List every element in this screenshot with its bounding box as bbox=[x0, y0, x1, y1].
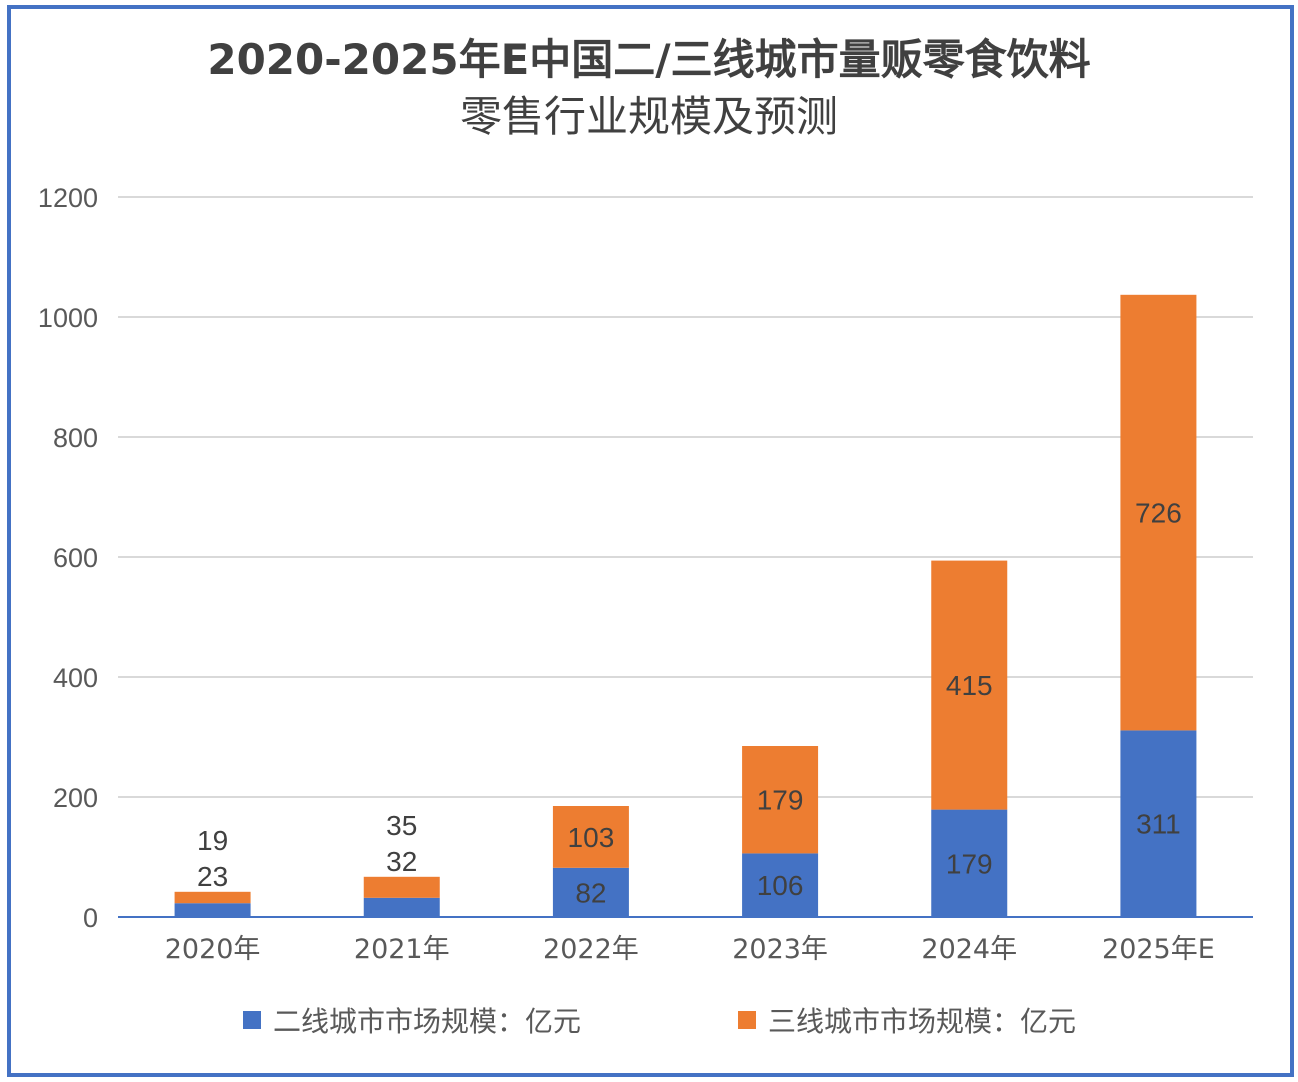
data-label: 311 bbox=[1136, 809, 1181, 840]
bar-tier3 bbox=[742, 746, 819, 854]
y-tick-label: 0 bbox=[83, 903, 98, 933]
data-label: 23 bbox=[197, 861, 228, 892]
legend-swatch-blue bbox=[243, 1011, 261, 1029]
y-tick-label: 1200 bbox=[38, 183, 98, 213]
legend-label: 二线城市市场规模：亿元 bbox=[273, 1005, 582, 1038]
x-tick-label: 2025年E bbox=[1102, 934, 1215, 965]
x-tick-label: 2024年 bbox=[921, 934, 1017, 965]
legend-label: 三线城市市场规模：亿元 bbox=[768, 1005, 1077, 1038]
bar-tier2 bbox=[552, 867, 629, 917]
chart-title-line-1: 2020-2025年E中国二/三线城市量贩零食饮料 bbox=[207, 35, 1091, 84]
y-tick-label: 200 bbox=[53, 783, 98, 813]
bar-tier2 bbox=[363, 897, 440, 917]
chart-title-line-2: 零售行业规模及预测 bbox=[459, 92, 838, 141]
x-tick-label: 2023年 bbox=[732, 934, 828, 965]
x-tick-label: 2021年 bbox=[354, 934, 450, 965]
x-tick-label: 2022年 bbox=[543, 934, 639, 965]
legend-item-series-2: 三线城市市场规模：亿元 bbox=[738, 1000, 1076, 1040]
data-label: 179 bbox=[946, 848, 993, 879]
data-label: 415 bbox=[946, 670, 993, 701]
data-label: 32 bbox=[386, 846, 417, 877]
legend-swatch-orange bbox=[738, 1011, 756, 1029]
bar-tier2 bbox=[1120, 730, 1197, 917]
bar-tier3 bbox=[174, 891, 251, 904]
data-label: 106 bbox=[757, 870, 804, 901]
x-tick-label: 2020年 bbox=[165, 934, 261, 965]
data-label: 82 bbox=[575, 877, 606, 908]
y-tick-label: 800 bbox=[53, 423, 98, 453]
bar-tier3 bbox=[363, 876, 440, 898]
bar-tier2 bbox=[174, 903, 251, 917]
y-tick-label: 1000 bbox=[38, 303, 98, 333]
data-label: 35 bbox=[386, 810, 417, 841]
data-label: 19 bbox=[197, 825, 228, 856]
bar-tier3 bbox=[552, 806, 629, 868]
legend-item-series-1: 二线城市市场规模：亿元 bbox=[243, 1000, 581, 1040]
bar-tier3 bbox=[931, 560, 1008, 810]
data-label: 179 bbox=[757, 785, 804, 816]
data-label: 726 bbox=[1135, 498, 1182, 529]
bar-tier3 bbox=[1120, 294, 1197, 731]
data-label: 103 bbox=[568, 822, 615, 853]
y-tick-label: 400 bbox=[53, 663, 98, 693]
bar-tier2 bbox=[742, 853, 819, 917]
bar-tier2 bbox=[931, 809, 1008, 917]
y-tick-label: 600 bbox=[53, 543, 98, 573]
